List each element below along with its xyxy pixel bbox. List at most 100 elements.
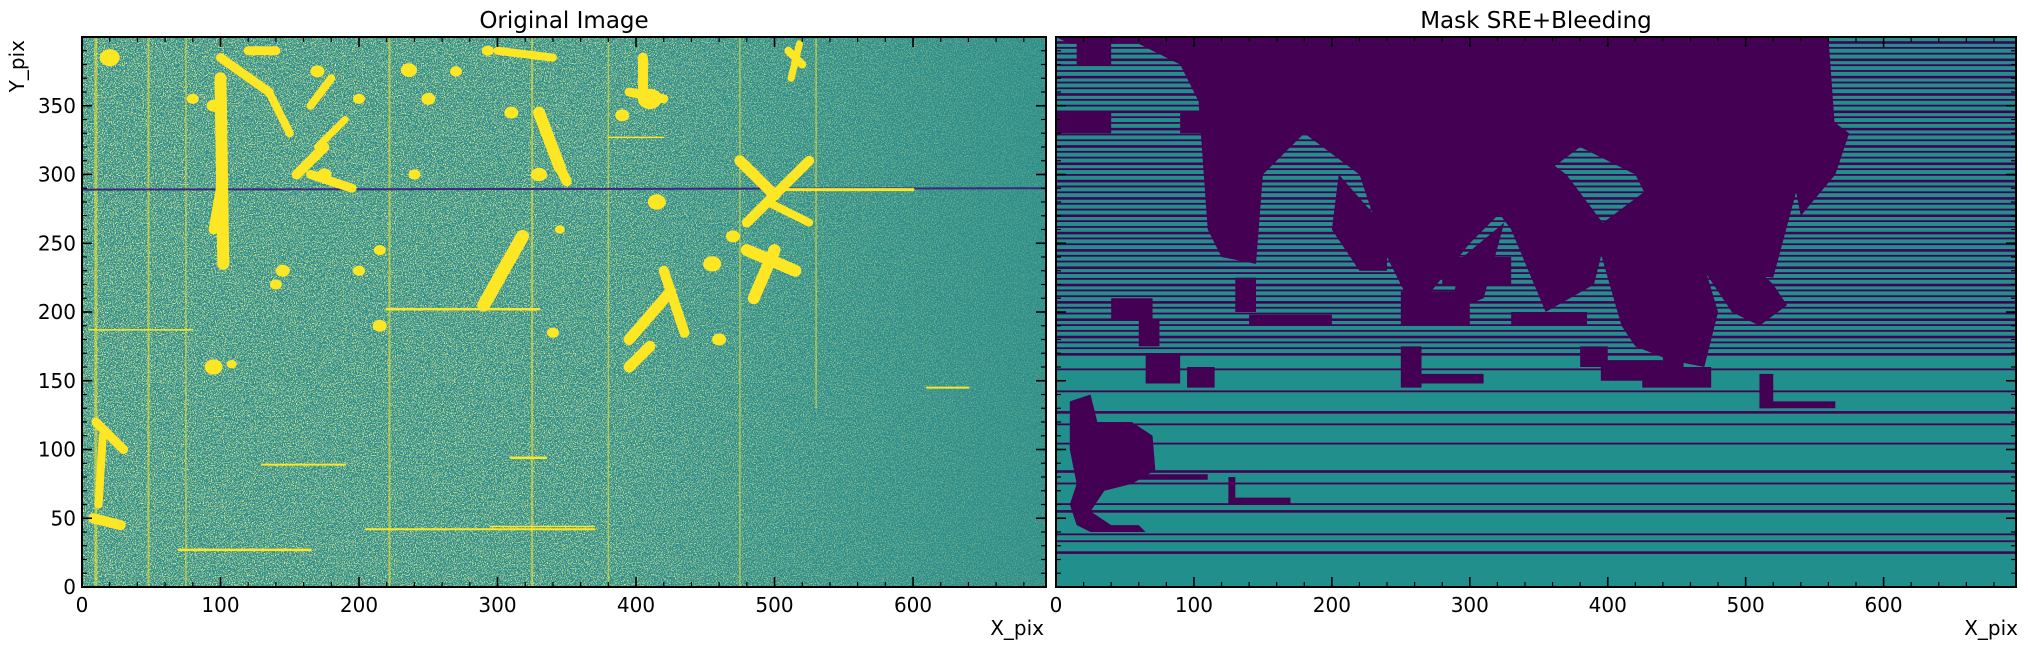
mask-region [1759,401,1836,409]
mask-region [1249,314,1332,326]
x-tick-label: 300 [478,593,516,617]
bright-streak [313,116,349,151]
bright-streak [291,142,330,180]
mask-region [1414,373,1484,384]
mask-row [1056,329,2016,332]
x-tick-label: 100 [201,593,239,617]
mask-region [1469,133,1608,312]
bright-blob [310,65,325,78]
bright-blob [504,106,519,119]
bright-streak [734,155,781,201]
bright-streak [208,169,229,235]
bright-blob [226,360,237,369]
bright-streak [623,340,656,373]
mask-region [1056,112,1112,134]
left-axis-ticks: 0 100 200 300 400 500 600 0 50 100 150 200 250 300 350 [38,36,1046,617]
right-panel: Mask SRE+Bleeding 0 100 200 300 400 500 600 X_… [1050,8,2019,640]
mask-row [1056,289,2016,292]
mask-row [1056,551,2016,554]
mask-row [1056,533,2016,536]
x-tick-label: 400 [617,593,655,617]
bright-streak [658,265,690,338]
bright-streak [533,106,566,174]
bright-streak [88,513,126,531]
x-tick-label: 300 [1451,593,1489,617]
left-panel: Original Image 0 100 200 300 400 500 600 0 50 100… [5,8,1047,640]
mask-row [1056,482,2016,485]
bright-streak [623,285,677,345]
right-axis-ticks: 0 100 200 300 400 500 600 [1050,36,2016,617]
right-x-axis-label: X_pix [1964,616,2018,640]
bright-blob [408,169,421,180]
bright-blob [449,66,462,77]
y-tick-label: 200 [38,300,76,324]
mask-region [1787,112,1850,216]
bright-streak [493,46,557,62]
mask-region [1111,298,1153,319]
mask-region [1145,353,1181,384]
y-tick-label: 50 [51,506,76,530]
mask-row [1056,347,2016,350]
mask-row [1056,442,2016,445]
x-tick-label: 500 [755,593,793,617]
bright-streak [763,198,814,227]
left-panel-title: Original Image [479,8,648,34]
x-tick-label: 0 [76,593,89,617]
bright-streak [216,53,274,97]
bright-blob [712,333,727,346]
mask-region [1400,291,1470,326]
bright-streak [94,431,107,509]
bright-blob [554,225,565,234]
y-tick-label: 350 [38,94,76,118]
y-tick-label: 300 [38,163,76,187]
y-tick-label: 150 [38,369,76,393]
bright-blob [317,168,332,181]
mask-region [1759,373,1774,409]
bright-blob [353,93,366,104]
mask-row [1056,335,2016,339]
bright-blob [186,93,199,104]
y-tick-label: 250 [38,231,76,255]
mask-region [1138,318,1160,347]
bright-blob [269,279,282,290]
original-image-heatmap [82,37,1046,587]
bright-blob [206,99,221,112]
mask-row [1056,411,2016,414]
bright-streak [91,417,129,454]
bright-streak [741,155,815,228]
mask-region [1593,188,1719,367]
bright-blob [353,265,366,276]
bright-blob [615,109,630,122]
mask-row [1056,510,2016,513]
bright-streak [784,46,807,69]
mask-region [1228,477,1236,505]
bright-blob [275,264,290,277]
mask-region [1076,37,1112,65]
mask-heatmap [1056,37,2016,587]
bright-blob [725,230,740,243]
mask-regions [1056,37,1850,532]
mask-region [1187,367,1215,388]
bright-streak [306,170,357,193]
mask-row [1056,390,2016,393]
y-tick-label: 0 [63,575,76,599]
x-tick-label: 0 [1050,593,1063,617]
x-tick-label: 200 [340,593,378,617]
x-tick-label: 100 [1175,593,1213,617]
mask-region [1331,174,1388,271]
mask-row [1056,503,2016,505]
mask-region [1180,112,1222,134]
mask-row [1056,306,2016,309]
bright-blob [99,49,120,67]
bright-streak [747,244,781,305]
bright-blob [637,88,662,110]
x-tick-label: 600 [894,593,932,617]
x-tick-label: 400 [1589,593,1627,617]
image-noise-yellow [82,37,1046,587]
bright-blob [647,194,666,210]
x-tick-label: 200 [1313,593,1351,617]
mask-region [1704,202,1788,326]
mask-region [1662,353,1684,381]
mask-row [1056,540,2016,543]
bright-streak [554,162,572,187]
